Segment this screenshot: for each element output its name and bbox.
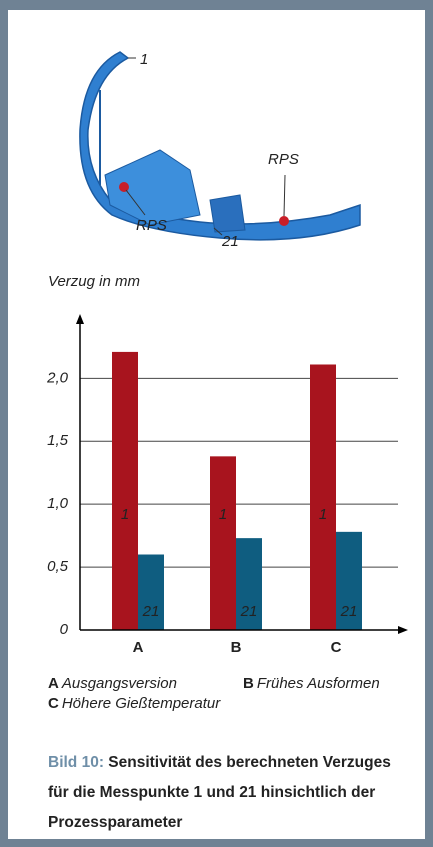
legend-key: C xyxy=(48,695,59,712)
bar xyxy=(310,364,336,630)
rps-dot xyxy=(119,182,129,192)
legend-key: B xyxy=(243,675,254,692)
legend-text: Höhere Gießtemperatur xyxy=(62,695,221,712)
bar-label: 1 xyxy=(121,506,129,523)
figure-label: 21 xyxy=(221,233,239,250)
legend-text: Frühes Ausformen xyxy=(257,675,380,692)
x-tick-label: A xyxy=(133,639,144,656)
caption-label: Bild 10: xyxy=(48,754,104,771)
figure-label: RPS xyxy=(136,217,167,234)
y-tick-label: 0 xyxy=(60,621,69,638)
figure-label: 1 xyxy=(140,51,148,68)
x-tick-label: B xyxy=(231,639,242,656)
part-box xyxy=(210,195,245,232)
part-image xyxy=(80,52,360,240)
bar-label: 21 xyxy=(340,603,358,620)
caption: Bild 10: Sensitivität des berechneten Ve… xyxy=(48,748,398,838)
bar-label: 1 xyxy=(319,506,327,523)
legend-text: Ausgangsversion xyxy=(61,675,177,692)
leader-line xyxy=(284,175,285,216)
y-tick-label: 1,5 xyxy=(47,432,69,449)
bar-label: 21 xyxy=(142,603,160,620)
y-axis-label: Verzug in mm xyxy=(48,273,140,290)
bar-label: 21 xyxy=(240,603,258,620)
x-tick-label: C xyxy=(331,639,342,656)
bar xyxy=(112,352,138,630)
y-tick-label: 2,0 xyxy=(46,369,69,386)
y-tick-label: 0,5 xyxy=(47,558,69,575)
y-tick-label: 1,0 xyxy=(47,495,69,512)
legend-key: A xyxy=(48,675,59,692)
bar xyxy=(210,456,236,630)
y-arrow xyxy=(76,314,84,324)
bar-label: 1 xyxy=(219,506,227,523)
page: 1 RPS RPS 21 Verzug in mm 0 0,5 1,0 1,5 2,0 1… xyxy=(0,0,433,847)
chart: 1 RPS RPS 21 Verzug in mm 0 0,5 1,0 1,5 2,0 1… xyxy=(0,0,433,847)
x-arrow xyxy=(398,626,408,634)
figure-label: RPS xyxy=(268,151,299,168)
rps-dot xyxy=(279,216,289,226)
